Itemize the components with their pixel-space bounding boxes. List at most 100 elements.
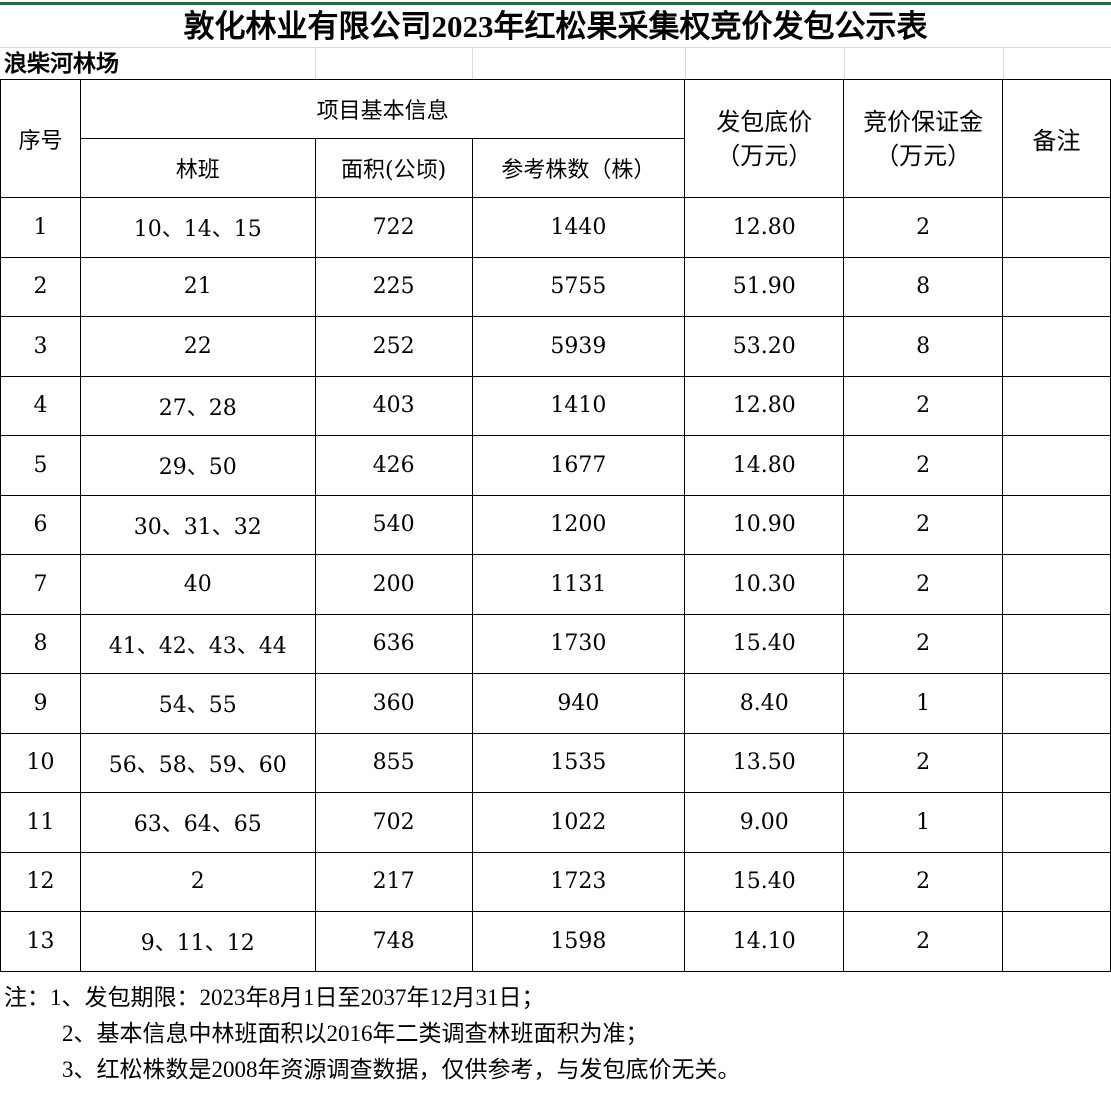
cell-price: 15.40: [684, 851, 845, 912]
cell-area: 360: [314, 673, 473, 734]
cell-compartment: 22: [79, 316, 316, 377]
cell-area: 426: [314, 435, 473, 496]
cell-deposit: 2: [843, 494, 1004, 555]
gridline: [0, 47, 1111, 48]
cell-trees: 1022: [471, 792, 686, 853]
table-row: 13 9、11、12 748 1598 14.10 2: [0, 911, 1111, 972]
cell-compartment: 10、14、15: [79, 197, 316, 258]
cell-compartment: 54、55: [79, 673, 316, 734]
cell-area: 722: [314, 197, 473, 258]
note-1: 注：1、发包期限：2023年8月1日至2037年12月31日；: [4, 985, 545, 1010]
cell-index: 3: [0, 316, 81, 377]
note-3: 3、红松株数是2008年资源调查数据，仅供参考，与发包底价无关。: [62, 1057, 741, 1082]
cell-deposit: 2: [843, 197, 1004, 258]
header-group: 项目基本信息: [79, 79, 686, 139]
header-deposit: 竞价保证金（万元）: [843, 79, 1004, 198]
cell-index: 13: [0, 911, 81, 972]
cell-remarks: [1002, 851, 1111, 912]
cell-deposit: 8: [843, 256, 1004, 317]
cell-compartment: 30、31、32: [79, 494, 316, 555]
cell-trees: 5939: [471, 316, 686, 377]
cell-compartment: 56、58、59、60: [79, 732, 316, 793]
cell-remarks: [1002, 673, 1111, 734]
cell-area: 702: [314, 792, 473, 853]
table-row: 12 2 217 1723 15.40 2: [0, 851, 1111, 912]
cell-area: 217: [314, 851, 473, 912]
table-row: 8 41、42、43、44 636 1730 15.40 2: [0, 613, 1111, 674]
notes: 注：1、发包期限：2023年8月1日至2037年12月31日； 2、基本信息中林…: [4, 980, 741, 1088]
forest-farm-name: 浪柴河林场: [4, 50, 119, 77]
page-title: 敦化林业有限公司2023年红松果采集权竞价发包公示表: [183, 9, 928, 44]
table-row: 9 54、55 360 940 8.40 1: [0, 673, 1111, 734]
cell-remarks: [1002, 792, 1111, 853]
cell-trees: 1410: [471, 375, 686, 436]
cell-compartment: 2: [79, 851, 316, 912]
note-2: 2、基本信息中林班面积以2016年二类调查林班面积为准；: [62, 1021, 649, 1046]
table-row: 6 30、31、32 540 1200 10.90 2: [0, 494, 1111, 555]
cell-price: 15.40: [684, 613, 845, 674]
header-area: 面积(公顷): [314, 138, 473, 198]
cell-trees: 1131: [471, 554, 686, 615]
cell-area: 403: [314, 375, 473, 436]
cell-deposit: 8: [843, 316, 1004, 377]
cell-trees: 940: [471, 673, 686, 734]
cell-price: 13.50: [684, 732, 845, 793]
cell-index: 11: [0, 792, 81, 853]
cell-area: 748: [314, 911, 473, 972]
cell-index: 12: [0, 851, 81, 912]
cell-compartment: 27、28: [79, 375, 316, 436]
cell-index: 4: [0, 375, 81, 436]
cell-area: 855: [314, 732, 473, 793]
cell-area: 225: [314, 256, 473, 317]
cell-deposit: 2: [843, 732, 1004, 793]
cell-price: 14.80: [684, 435, 845, 496]
cell-trees: 1440: [471, 197, 686, 258]
cell-trees: 1730: [471, 613, 686, 674]
cell-index: 5: [0, 435, 81, 496]
gridline: [315, 47, 316, 79]
table-row: 3 22 252 5939 53.20 8: [0, 316, 1111, 377]
cell-deposit: 2: [843, 851, 1004, 912]
header-trees: 参考株数（株）: [471, 138, 686, 198]
cell-compartment: 41、42、43、44: [79, 613, 316, 674]
cell-index: 8: [0, 613, 81, 674]
gridline: [685, 47, 686, 79]
cell-remarks: [1002, 256, 1111, 317]
cell-remarks: [1002, 316, 1111, 377]
cell-price: 12.80: [684, 375, 845, 436]
cell-trees: 1598: [471, 911, 686, 972]
cell-price: 12.80: [684, 197, 845, 258]
cell-compartment: 63、64、65: [79, 792, 316, 853]
cell-remarks: [1002, 613, 1111, 674]
cell-deposit: 2: [843, 435, 1004, 496]
cell-compartment: 9、11、12: [79, 911, 316, 972]
cell-index: 7: [0, 554, 81, 615]
cell-area: 252: [314, 316, 473, 377]
cell-index: 6: [0, 494, 81, 555]
cell-deposit: 2: [843, 375, 1004, 436]
sheet-top-border: [0, 0, 1111, 5]
header-price: 发包底价（万元）: [684, 79, 845, 198]
cell-trees: 1535: [471, 732, 686, 793]
table-row: 1 10、14、15 722 1440 12.80 2: [0, 197, 1111, 258]
cell-deposit: 1: [843, 792, 1004, 853]
cell-area: 636: [314, 613, 473, 674]
cell-compartment: 29、50: [79, 435, 316, 496]
gridline: [472, 47, 473, 79]
table-row: 10 56、58、59、60 855 1535 13.50 2: [0, 732, 1111, 793]
table-row: 7 40 200 1131 10.30 2: [0, 554, 1111, 615]
cell-remarks: [1002, 197, 1111, 258]
cell-index: 9: [0, 673, 81, 734]
header-index: 序号: [0, 79, 81, 198]
header-remarks: 备注: [1002, 79, 1111, 198]
cell-price: 10.90: [684, 494, 845, 555]
cell-price: 8.40: [684, 673, 845, 734]
cell-deposit: 2: [843, 613, 1004, 674]
table-row: 5 29、50 426 1677 14.80 2: [0, 435, 1111, 496]
header-compartment: 林班: [79, 138, 316, 198]
cell-remarks: [1002, 435, 1111, 496]
cell-index: 2: [0, 256, 81, 317]
table-row: 2 21 225 5755 51.90 8: [0, 256, 1111, 317]
cell-price: 14.10: [684, 911, 845, 972]
bidding-table: 序号 项目基本信息 发包底价（万元） 竞价保证金（万元） 备注 林班 面积(公顷…: [0, 79, 1111, 972]
